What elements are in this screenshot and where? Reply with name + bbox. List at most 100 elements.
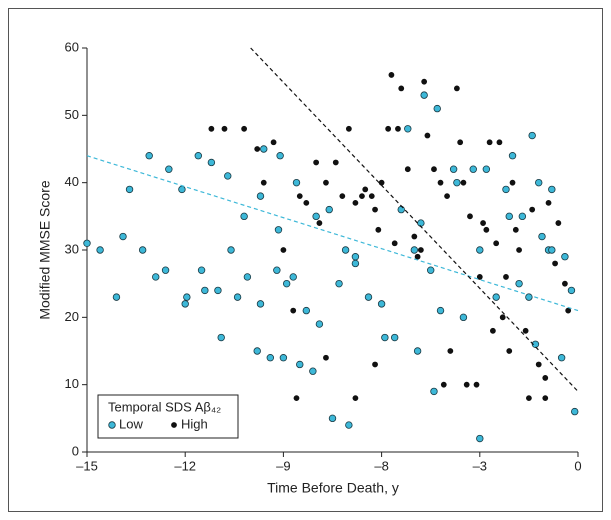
point (197, 266, 206, 274)
point (292, 178, 301, 187)
point (545, 199, 552, 206)
point (499, 314, 506, 321)
point (372, 361, 378, 368)
x-tick-label: –15 (76, 458, 98, 473)
point (482, 165, 491, 173)
point (449, 165, 458, 173)
point (424, 132, 431, 139)
x-tick-label: –9 (276, 458, 290, 473)
point (372, 206, 378, 213)
point (440, 381, 447, 388)
point (339, 193, 346, 200)
point (447, 348, 454, 354)
point (378, 179, 385, 186)
point (552, 260, 558, 267)
point (315, 320, 324, 328)
point (548, 185, 556, 194)
point (503, 274, 509, 280)
point (208, 125, 215, 132)
point (178, 185, 186, 194)
point (535, 361, 542, 368)
x-tick-label: –3 (473, 458, 487, 473)
point (328, 414, 337, 423)
point (518, 212, 527, 221)
point (125, 185, 134, 194)
point (480, 220, 486, 226)
point (522, 327, 529, 334)
point (303, 199, 310, 206)
point (256, 192, 265, 200)
point (241, 125, 248, 132)
point (526, 395, 532, 402)
point (302, 306, 311, 315)
point (260, 145, 268, 153)
trend-line (86, 155, 579, 312)
point (562, 280, 568, 287)
point (433, 104, 441, 113)
point (404, 166, 411, 173)
point (119, 232, 127, 241)
point (502, 185, 510, 194)
legend-marker (171, 422, 177, 428)
point (243, 273, 252, 281)
point (469, 165, 477, 173)
point (506, 348, 513, 354)
x-tick-label: 0 (574, 458, 581, 473)
x-tick-label: –8 (374, 458, 388, 473)
y-tick-label: 60 (65, 39, 79, 54)
point (274, 226, 283, 234)
point (430, 387, 438, 396)
point (214, 286, 222, 295)
point (233, 293, 242, 301)
point (112, 293, 121, 301)
point (571, 407, 579, 416)
point (436, 306, 445, 315)
point (345, 125, 352, 132)
point (224, 172, 232, 180)
point (309, 367, 317, 375)
point (273, 266, 281, 274)
point (508, 152, 517, 160)
legend-label: High (181, 416, 208, 431)
point (165, 165, 173, 173)
point (270, 139, 277, 146)
point (207, 158, 216, 167)
point (260, 179, 267, 186)
point (417, 219, 425, 227)
point (254, 146, 261, 152)
y-tick-label: 0 (72, 443, 79, 458)
point (444, 193, 450, 200)
point (364, 293, 373, 301)
point (351, 253, 360, 261)
point (467, 213, 473, 220)
legend-box (97, 394, 239, 439)
point (457, 139, 464, 146)
point (453, 85, 460, 92)
point (253, 347, 261, 355)
point (290, 307, 297, 314)
legend-title: Temporal SDS Aβ₄₂ (108, 399, 221, 414)
point (437, 179, 444, 186)
point (266, 354, 275, 362)
point (483, 226, 490, 233)
point (352, 199, 359, 206)
trend-line (250, 47, 579, 392)
point (404, 125, 412, 133)
point (397, 205, 405, 214)
point (276, 152, 284, 160)
point (565, 307, 572, 314)
point (316, 220, 323, 226)
point (427, 266, 435, 274)
point (341, 246, 350, 254)
point (279, 354, 288, 362)
point (289, 273, 297, 281)
point (391, 240, 398, 247)
point (181, 300, 189, 308)
point (351, 259, 360, 268)
point (567, 286, 576, 295)
point (368, 193, 375, 200)
point (411, 233, 418, 240)
point (509, 179, 516, 186)
point (362, 186, 369, 193)
